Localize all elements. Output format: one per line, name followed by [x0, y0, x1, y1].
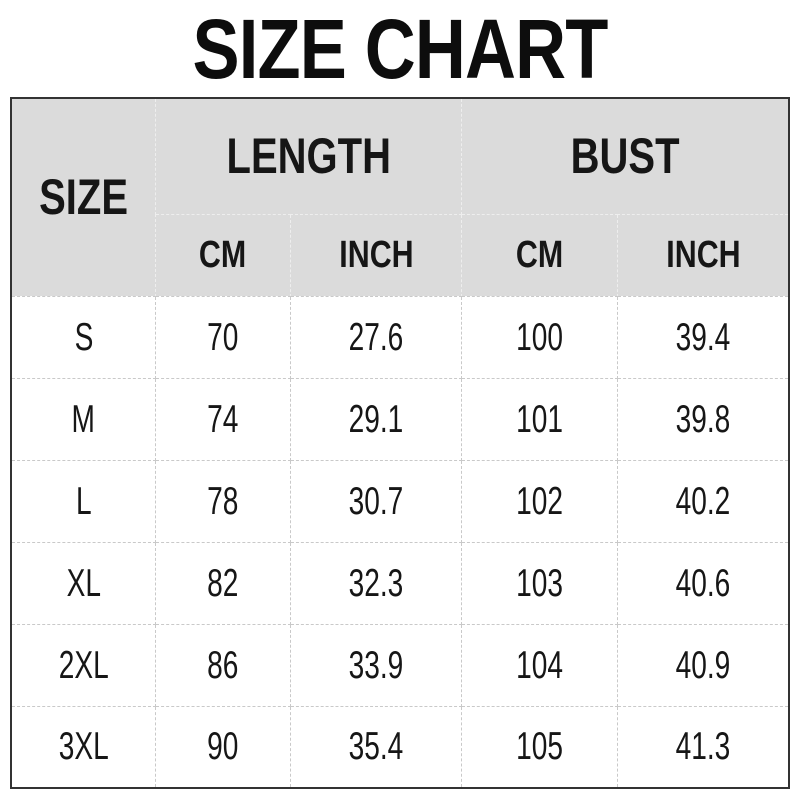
size-cell: 2XL	[10, 623, 157, 707]
length-cm-value: 82	[207, 561, 239, 605]
size-cell: XL	[10, 541, 157, 625]
length-cm-cell: 90	[155, 705, 291, 789]
length-inch-label: INCH	[338, 234, 414, 276]
bust-inch-cell: 40.2	[616, 459, 790, 543]
bust-cm-label: CM	[515, 234, 564, 276]
bust-inch-value: 39.4	[675, 315, 731, 359]
length-cm-label: CM	[199, 234, 247, 276]
bust-cm-value: 100	[516, 315, 564, 359]
bust-cm-cell: 100	[461, 295, 618, 379]
length-inch-value: 27.6	[348, 315, 404, 359]
length-inch-value: 32.3	[348, 561, 404, 605]
table-row-xl: XL 82 32.3 103 40.6	[10, 541, 790, 625]
bust-cm-cell: 101	[461, 377, 618, 461]
header-sub-row: CM INCH CM INCH	[11, 213, 790, 297]
bust-cm-value: 103	[516, 561, 564, 605]
size-cell: L	[10, 459, 157, 543]
length-inch-value: 29.1	[348, 397, 404, 441]
size-header-label: SIZE	[39, 169, 129, 226]
bust-inch-cell: 39.8	[616, 377, 790, 461]
bust-inch-header: INCH	[616, 213, 790, 297]
length-cm-value: 78	[207, 479, 239, 523]
table-row-s: S 70 27.6 100 39.4	[10, 295, 790, 379]
size-value: L	[75, 479, 92, 523]
size-column-header: SIZE	[10, 97, 157, 297]
size-chart-table: SIZE LENGTH BUST CM INCH CM	[10, 97, 790, 789]
length-inch-cell: 27.6	[289, 295, 463, 379]
size-value: 2XL	[58, 643, 109, 687]
bust-inch-cell: 40.6	[616, 541, 790, 625]
bust-inch-value: 40.6	[675, 561, 731, 605]
bust-cm-cell: 104	[461, 623, 618, 707]
length-inch-value: 33.9	[348, 643, 404, 687]
length-cm-value: 90	[207, 725, 239, 769]
length-inch-cell: 32.3	[289, 541, 463, 625]
length-cm-value: 70	[207, 315, 239, 359]
bust-inch-value: 40.2	[675, 479, 731, 523]
length-header-label: LENGTH	[226, 128, 391, 185]
table-row-3xl: 3XL 90 35.4 105 41.3	[10, 705, 790, 789]
table-row-m: M 74 29.1 101 39.8	[10, 377, 790, 461]
length-inch-cell: 29.1	[289, 377, 463, 461]
length-cm-value: 86	[207, 643, 239, 687]
bust-cm-cell: 105	[461, 705, 618, 789]
size-cell: M	[10, 377, 157, 461]
bust-cm-value: 104	[516, 643, 564, 687]
length-cm-cell: 82	[155, 541, 291, 625]
size-value: 3XL	[58, 725, 109, 769]
length-cm-cell: 70	[155, 295, 291, 379]
bust-header-label: BUST	[570, 128, 680, 185]
length-cm-cell: 78	[155, 459, 291, 543]
page-title: SIZE CHART	[0, 0, 800, 97]
size-cell: 3XL	[10, 705, 157, 789]
bust-inch-value: 40.9	[675, 643, 731, 687]
length-cm-cell: 74	[155, 377, 291, 461]
bust-inch-cell: 40.9	[616, 623, 790, 707]
bust-cm-value: 102	[516, 479, 564, 523]
header-group-row: SIZE LENGTH BUST	[10, 97, 790, 297]
length-inch-cell: 35.4	[289, 705, 463, 789]
table-row-l: L 78 30.7 102 40.2	[10, 459, 790, 543]
bust-group-header: BUST	[461, 97, 790, 215]
bust-cm-header: CM	[461, 213, 618, 297]
size-value: M	[71, 397, 96, 441]
length-group-header: LENGTH	[155, 97, 463, 215]
size-value: XL	[66, 561, 101, 605]
length-inch-value: 35.4	[348, 725, 404, 769]
bust-cm-value: 105	[516, 725, 564, 769]
page-title-text: SIZE CHART	[192, 1, 609, 96]
bust-inch-cell: 39.4	[616, 295, 790, 379]
length-cm-cell: 86	[155, 623, 291, 707]
bust-cm-cell: 102	[461, 459, 618, 543]
bust-inch-value: 39.8	[675, 397, 731, 441]
bust-inch-label: INCH	[665, 234, 741, 276]
length-inch-header: INCH	[289, 213, 463, 297]
length-inch-cell: 30.7	[289, 459, 463, 543]
length-inch-value: 30.7	[348, 479, 404, 523]
size-value: S	[74, 315, 93, 359]
length-cm-header: CM	[155, 213, 291, 297]
bust-inch-value: 41.3	[675, 725, 731, 769]
length-cm-value: 74	[207, 397, 239, 441]
bust-cm-value: 101	[516, 397, 564, 441]
table-row-2xl: 2XL 86 33.9 104 40.9	[10, 623, 790, 707]
size-cell: S	[10, 295, 157, 379]
bust-inch-cell: 41.3	[616, 705, 790, 789]
length-inch-cell: 33.9	[289, 623, 463, 707]
bust-cm-cell: 103	[461, 541, 618, 625]
